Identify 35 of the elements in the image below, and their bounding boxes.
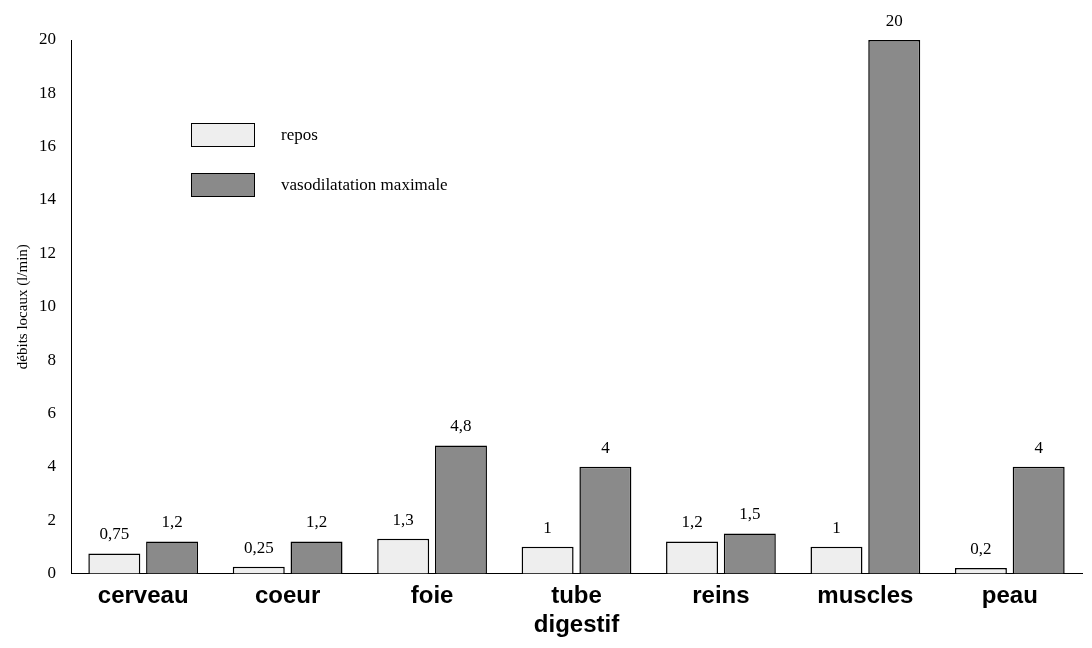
y-tick-label: 0 — [47, 562, 56, 582]
y-tick-label: 2 — [47, 509, 56, 529]
x-tick-label: cerveau — [97, 581, 189, 609]
data-label: 4,8 — [450, 416, 472, 436]
y-tick-label: 16 — [39, 136, 56, 156]
data-label: 0,25 — [243, 537, 274, 557]
x-tick-label: tube digestif — [533, 581, 621, 638]
data-label: 0,2 — [970, 539, 992, 559]
y-tick-label: 18 — [39, 82, 56, 102]
y-tick-label: 10 — [39, 296, 56, 316]
y-tick-label: 20 — [39, 29, 56, 49]
legend-label: vasodilatation maximale — [281, 175, 448, 195]
y-tick-label: 6 — [47, 402, 56, 422]
data-label: 20 — [885, 10, 903, 30]
y-axis-title: débits locaux (l/min) — [13, 244, 31, 370]
y-tick-label: 8 — [47, 349, 56, 369]
data-label: 1 — [543, 517, 552, 537]
data-label: 4 — [601, 437, 611, 457]
data-label: 1,2 — [681, 512, 703, 532]
y-tick-label: 14 — [39, 189, 57, 209]
x-tick-label: coeur — [254, 581, 321, 609]
y-tick-label: 4 — [47, 456, 57, 476]
legend-label: repos — [281, 125, 318, 145]
x-tick-label: reins — [692, 581, 750, 609]
data-label: 1,2 — [161, 512, 183, 532]
data-label: 1,3 — [392, 509, 414, 529]
data-label: 1 — [832, 517, 841, 537]
x-tick-label: muscles — [817, 581, 914, 609]
data-label: 1,5 — [739, 504, 761, 524]
data-label: 0,75 — [99, 524, 130, 544]
x-tick-label: peau — [981, 581, 1038, 609]
data-label: 4 — [1034, 437, 1044, 457]
data-label: 1,2 — [305, 512, 328, 532]
y-tick-label: 12 — [39, 242, 56, 262]
x-tick-label: foie — [410, 581, 454, 609]
